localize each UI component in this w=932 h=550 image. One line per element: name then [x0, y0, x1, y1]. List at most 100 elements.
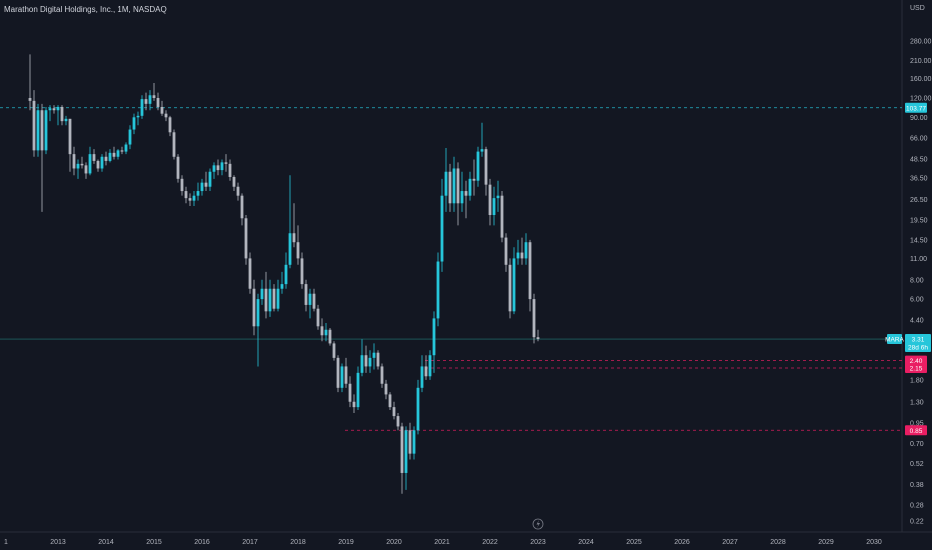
candle-body: [396, 416, 400, 427]
candle-body: [344, 366, 348, 384]
candle-body: [304, 284, 308, 305]
chart-title: Marathon Digital Holdings, Inc., 1M, NAS…: [4, 5, 167, 14]
price-tag-label: 103.77: [906, 105, 926, 112]
candle-body: [248, 258, 252, 289]
candle-body: [128, 129, 132, 145]
candle-body: [372, 352, 376, 358]
y-tick-label: 11.00: [910, 256, 927, 263]
lightning-icon: [536, 520, 540, 528]
candle-body: [140, 99, 144, 116]
candle-body: [208, 171, 212, 187]
candle-body: [164, 113, 168, 118]
candle-body: [328, 329, 332, 344]
candle-body: [256, 299, 260, 327]
candle-body: [352, 401, 356, 408]
symbol-tag: [887, 334, 902, 345]
y-tick-label: 160.00: [910, 76, 932, 83]
x-tick-label: 2021: [434, 539, 450, 546]
candle-body: [56, 106, 60, 111]
y-tick-label: 0.22: [910, 519, 924, 526]
candle-body: [28, 98, 32, 101]
candle-body: [336, 357, 340, 388]
candle-body: [292, 233, 296, 243]
candle-body: [392, 407, 396, 417]
candle-body: [436, 261, 440, 319]
symbol-tag-label: MARA: [885, 337, 904, 344]
candle-body: [312, 293, 316, 309]
candle-body: [364, 355, 368, 367]
candle-body: [416, 387, 420, 431]
candle-body: [224, 162, 228, 164]
candle-body: [264, 288, 268, 312]
candle-body: [76, 163, 80, 169]
candle-body: [244, 218, 248, 259]
candle-body: [48, 108, 52, 111]
candle-body: [476, 151, 480, 181]
candle-body: [40, 110, 44, 151]
candle-body: [216, 165, 220, 171]
candle-body: [504, 237, 508, 265]
x-tick-label: 2030: [866, 539, 882, 546]
candle-body: [132, 117, 136, 130]
candle-body: [508, 264, 512, 312]
x-tick-label: 2025: [626, 539, 642, 546]
candle-body: [432, 318, 436, 356]
candle-body: [280, 284, 284, 289]
x-tick-label: 2017: [242, 539, 258, 546]
candle-body: [360, 355, 364, 373]
candle-body: [100, 156, 104, 169]
candle-body: [64, 118, 68, 122]
candle-body: [380, 366, 384, 384]
y-tick-label: 66.00: [910, 136, 928, 143]
x-tick-label: 2028: [770, 539, 786, 546]
candle-body: [188, 198, 192, 201]
candle-body: [268, 288, 272, 312]
candle-body: [260, 288, 264, 300]
x-tick-label: 2026: [674, 539, 690, 546]
candle-body: [236, 186, 240, 196]
candle-body: [212, 165, 216, 172]
candle-body: [72, 154, 76, 169]
candle-body: [524, 242, 528, 259]
candle-body: [156, 98, 160, 107]
candle-body: [528, 242, 532, 300]
x-tick-label: 2019: [338, 539, 354, 546]
candle-body: [200, 182, 204, 192]
candle-body: [104, 156, 108, 161]
candle-body: [440, 195, 444, 262]
price-tag-label: 2.40: [910, 358, 923, 365]
y-tick-label: 90.00: [910, 115, 928, 122]
x-tick-label: 2018: [290, 539, 306, 546]
candle-body: [484, 149, 488, 185]
candle-body: [460, 191, 464, 204]
candle-body: [444, 171, 448, 196]
candle-body: [68, 118, 72, 155]
candle-body: [428, 355, 432, 377]
candle-body: [412, 430, 416, 454]
countdown-label: 28d 6h: [908, 345, 928, 352]
y-tick-label: 26.50: [910, 197, 928, 204]
y-tick-label: 36.50: [910, 175, 928, 182]
candle-body: [536, 337, 540, 340]
candle-body: [196, 191, 200, 196]
y-tick-label: 210.00: [910, 58, 932, 65]
candle-body: [332, 343, 336, 358]
candle-body: [404, 430, 408, 473]
y-tick-label: 6.00: [910, 297, 924, 304]
candle-body: [480, 149, 484, 152]
candle-body: [88, 154, 92, 174]
y-tick-label: 4.40: [910, 317, 924, 324]
candle-body: [232, 176, 236, 187]
x-tick-label: 2016: [194, 539, 210, 546]
candle-body: [124, 144, 128, 152]
x-tick-label: 2027: [722, 539, 738, 546]
candle-body: [472, 178, 476, 181]
candle-body: [136, 115, 140, 118]
candle-body: [80, 163, 84, 166]
candle-body: [172, 132, 176, 157]
candle-body: [296, 242, 300, 259]
last-price-tag: [905, 334, 931, 353]
price-tag-label: 2.15: [910, 365, 923, 372]
candle-body: [176, 156, 180, 179]
